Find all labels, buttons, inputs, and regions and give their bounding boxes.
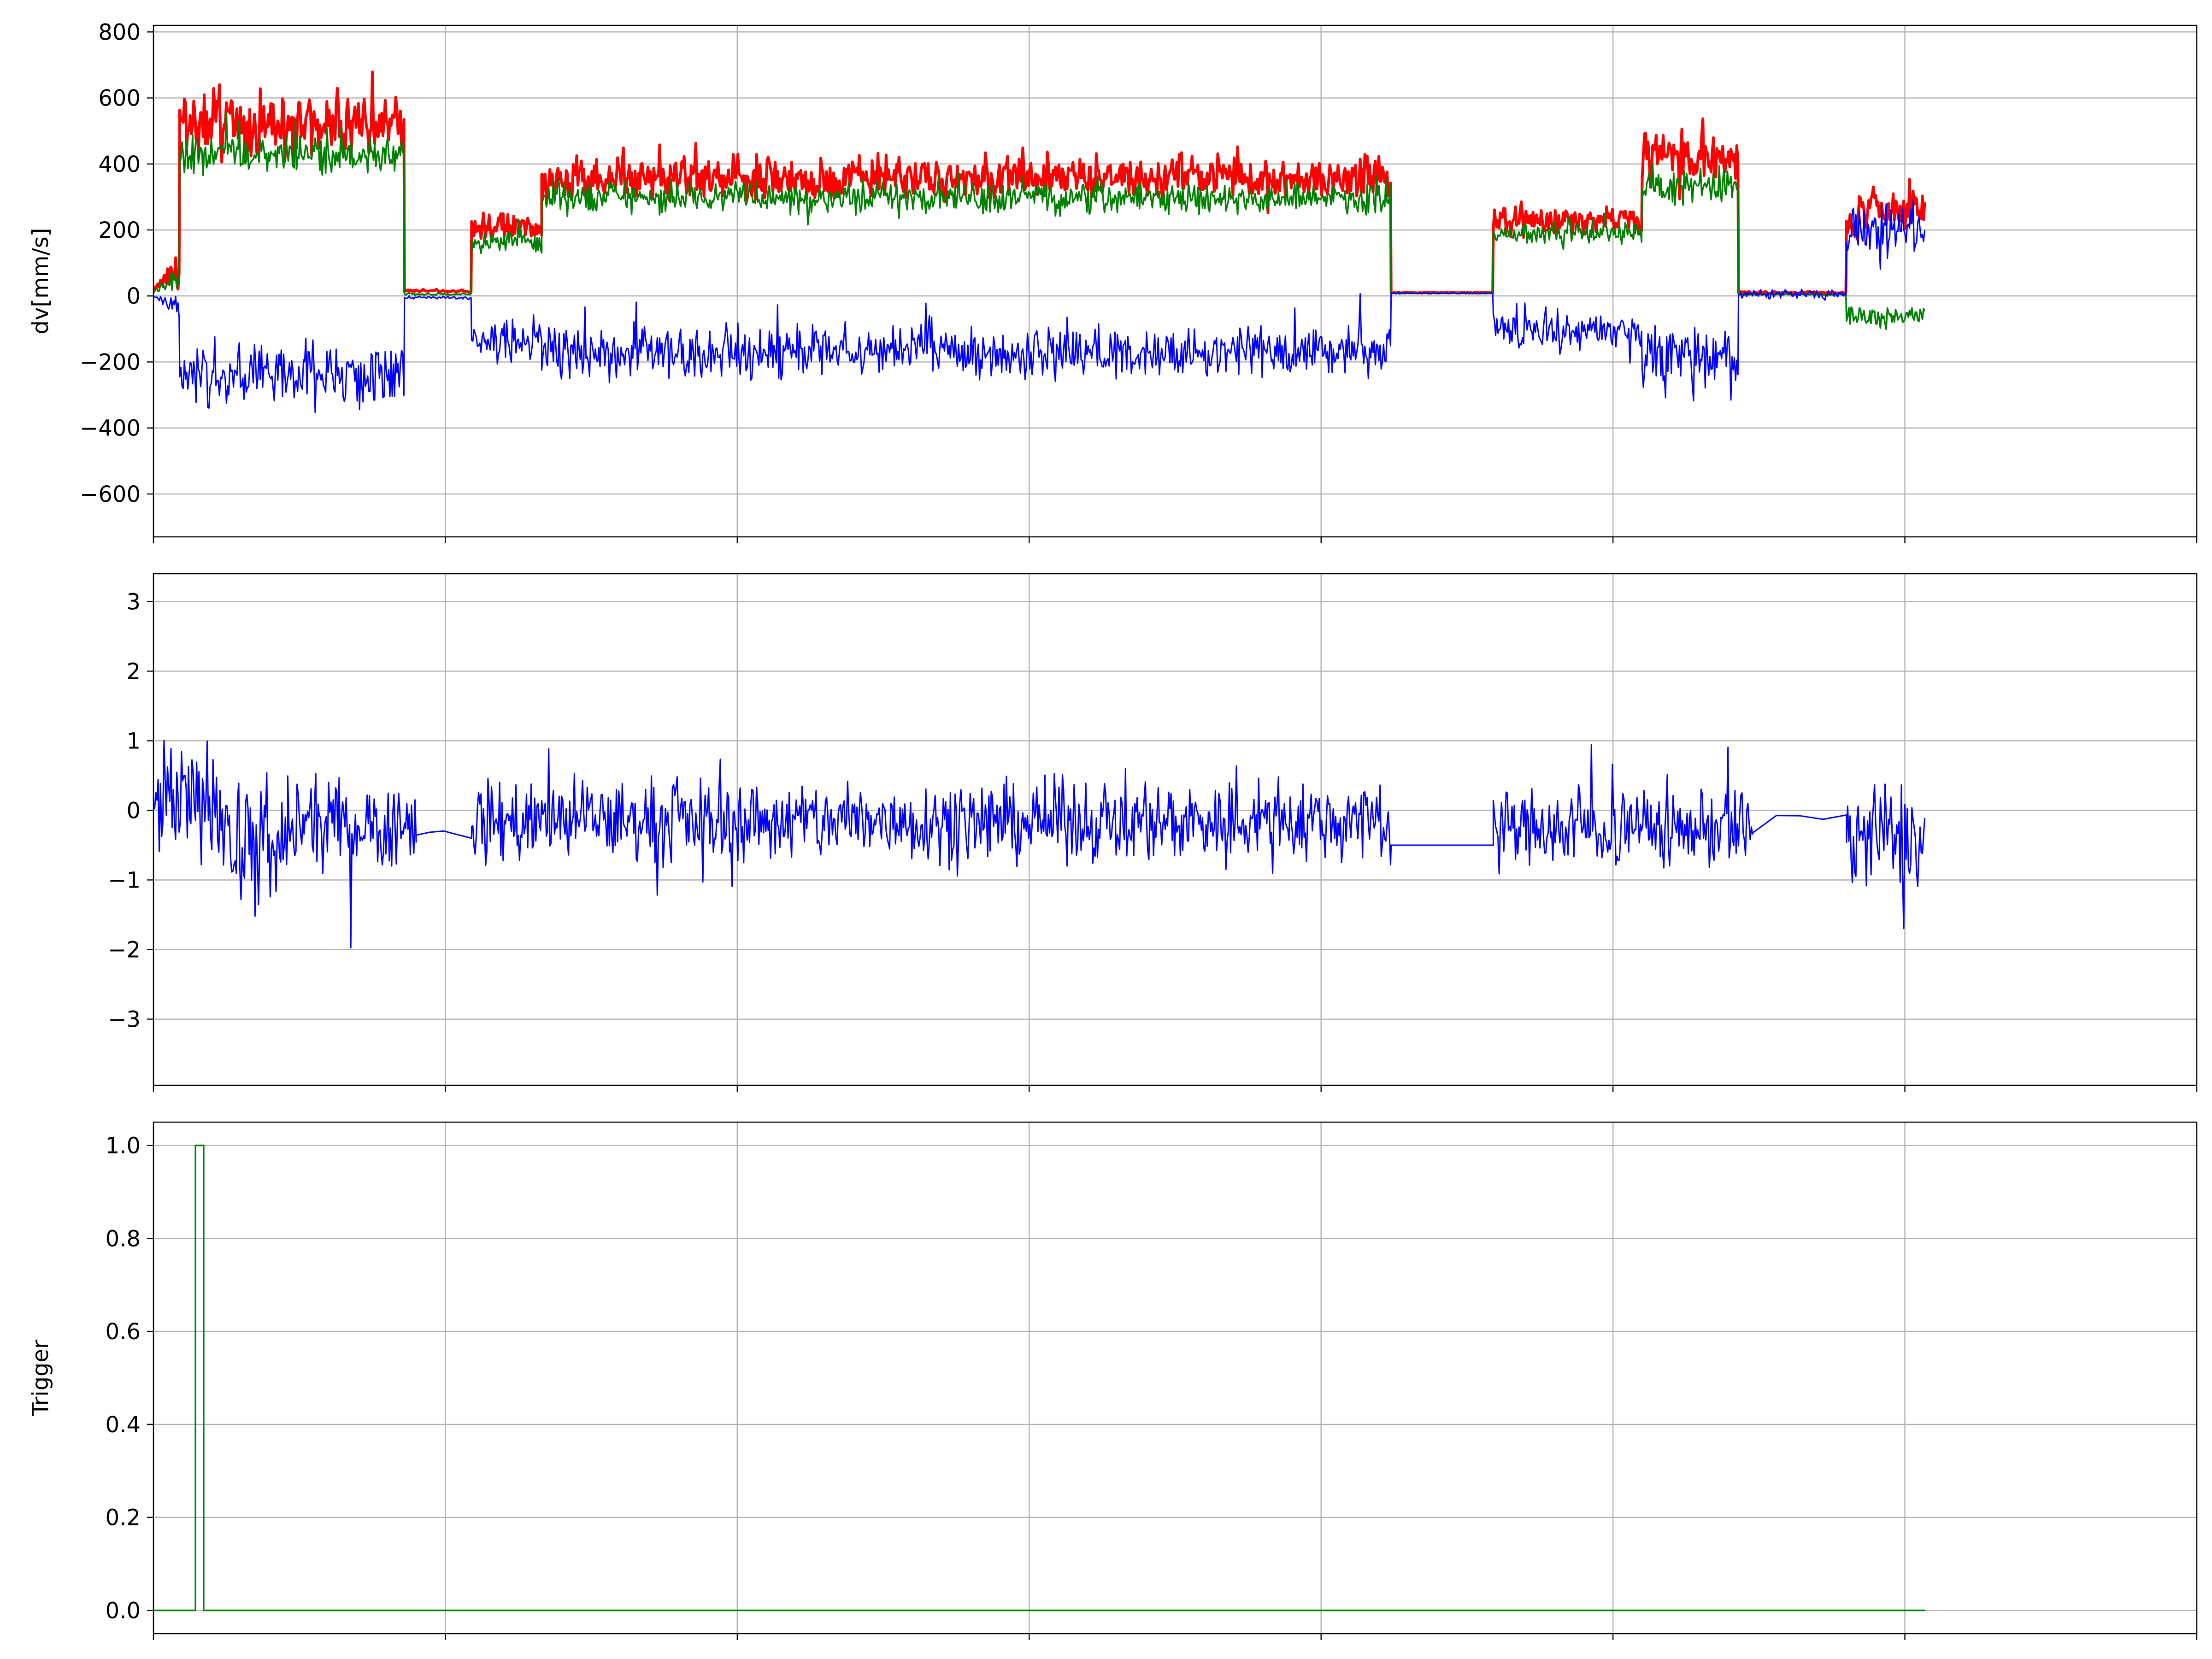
series-line-blue <box>153 199 1926 413</box>
y-tick-label: −3 <box>108 1007 141 1033</box>
y-tick-label: 1 <box>126 728 141 754</box>
panel-trigger: 1.0 0.8 0.6 0.4 0.2 0.0 Trigger <box>28 1121 2198 1640</box>
plot-area <box>153 740 1926 948</box>
y-tick-label: 0 <box>126 283 141 309</box>
y-tick-label: 400 <box>98 152 141 177</box>
y-tick-label: 2 <box>126 659 141 684</box>
panel-acceleration: 3 2 1 0 −1 −2 −3 <box>108 573 2198 1092</box>
y-axis-label: Trigger <box>28 1340 53 1417</box>
y-tick-label: −400 <box>80 416 141 441</box>
axes-frame <box>153 1121 2198 1635</box>
y-tick-label: 3 <box>126 589 141 615</box>
y-axis-label: dv[mm/s] <box>28 228 53 334</box>
y-tick-label: 800 <box>98 19 141 45</box>
series-line-blue <box>153 740 1926 948</box>
axes-frame <box>153 24 2198 538</box>
y-tick-label: −600 <box>80 482 141 507</box>
axes-frame <box>153 573 2198 1086</box>
plot-area <box>153 71 1926 413</box>
y-tick-label: 600 <box>98 86 141 112</box>
panel-velocity: 800 600 400 200 0 −200 −400 −600 dv[mm/s] <box>28 19 2198 543</box>
y-tick-label: 0.4 <box>106 1412 141 1438</box>
series-line-green <box>153 112 1926 330</box>
y-tick-label: 0 <box>126 798 141 824</box>
y-tick-label: 1.0 <box>106 1133 141 1159</box>
y-tick-label: 0.2 <box>106 1505 141 1531</box>
y-tick-label: 0.6 <box>106 1319 141 1345</box>
y-tick-label: 200 <box>98 218 141 243</box>
series-line-green <box>153 1144 1925 1612</box>
y-tick-label: 0.0 <box>106 1598 141 1624</box>
y-tick-label: −200 <box>80 349 141 375</box>
y-tick-label: 0.8 <box>106 1226 141 1252</box>
y-tick-label: −1 <box>108 867 141 893</box>
plot-area <box>153 1144 1925 1612</box>
y-tick-label: −2 <box>108 937 141 963</box>
series-line-red <box>153 71 1926 296</box>
